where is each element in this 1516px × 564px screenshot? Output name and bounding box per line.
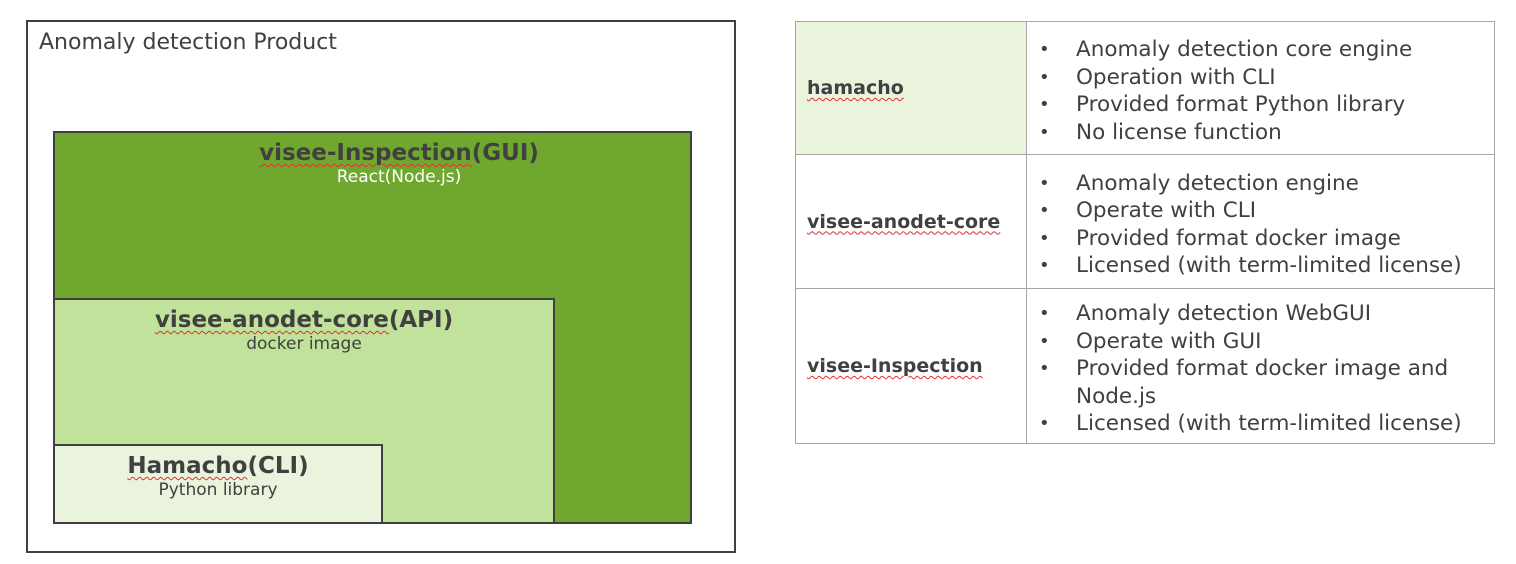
list-item: Anomaly detection core engine <box>1039 36 1484 64</box>
layer-title-anodet-core: visee-anodet-core(API) <box>155 307 453 333</box>
layer-name-inspection: visee-Inspection <box>259 140 472 166</box>
layer-subtitle-inspection: React(Node.js) <box>336 167 462 187</box>
list-item: Operate with GUI <box>1039 328 1484 356</box>
list-item: No license function <box>1039 119 1484 147</box>
product-description-cell: Anomaly detection engine Operate with CL… <box>1026 154 1495 289</box>
layer-name-anodet-core: visee-anodet-core <box>154 307 389 333</box>
list-item: Operation with CLI <box>1039 64 1484 92</box>
product-name-cell: hamacho <box>795 21 1027 155</box>
layer-hamacho-cli: Hamacho(CLI) Python library <box>53 444 383 524</box>
product-name: visee-anodet-core <box>807 210 1001 233</box>
list-item: Licensed (with term-limited license) <box>1039 252 1484 280</box>
list-item: Provided format Python library <box>1039 91 1484 119</box>
product-description-cell: Anomaly detection core engine Operation … <box>1026 21 1495 155</box>
layer-suffix-hamacho: (CLI) <box>247 453 309 479</box>
product-name: visee-Inspection <box>807 354 983 377</box>
list-item: Anomaly detection engine <box>1039 170 1484 198</box>
diagram-title: Anomaly detection Product <box>39 30 337 55</box>
table-row: visee-anodet-core Anomaly detection engi… <box>795 154 1495 289</box>
list-item: Operate with CLI <box>1039 197 1484 225</box>
layer-suffix-anodet-core: (API) <box>388 307 454 333</box>
feature-list: Anomaly detection WebGUI Operate with GU… <box>1039 300 1484 438</box>
list-item: Provided format docker image <box>1039 225 1484 253</box>
product-diagram: Anomaly detection Product visee-Inspecti… <box>26 20 736 553</box>
list-item: Licensed (with term-limited license) <box>1039 410 1484 438</box>
table-row: hamacho Anomaly detection core engine Op… <box>795 21 1495 155</box>
layer-title-inspection: visee-Inspection(GUI) <box>259 140 539 166</box>
layer-subtitle-anodet-core: docker image <box>246 334 362 354</box>
layer-name-hamacho: Hamacho <box>127 453 248 479</box>
product-table: hamacho Anomaly detection core engine Op… <box>795 21 1495 444</box>
table-row: visee-Inspection Anomaly detection WebGU… <box>795 288 1495 444</box>
product-name-cell: visee-Inspection <box>795 288 1027 444</box>
feature-list: Anomaly detection engine Operate with CL… <box>1039 170 1484 280</box>
product-name-cell: visee-anodet-core <box>795 154 1027 289</box>
list-item-continuation: Node.js <box>1076 383 1157 409</box>
feature-list: Anomaly detection core engine Operation … <box>1039 36 1484 146</box>
layer-subtitle-hamacho: Python library <box>158 480 278 500</box>
product-name: hamacho <box>807 77 904 99</box>
layer-suffix-inspection: (GUI) <box>471 140 539 166</box>
layer-title-hamacho: Hamacho(CLI) <box>127 453 308 479</box>
list-item: Anomaly detection WebGUI <box>1039 300 1484 328</box>
product-description-cell: Anomaly detection WebGUI Operate with GU… <box>1026 288 1495 444</box>
list-item: Provided format docker image and <box>1039 355 1484 383</box>
